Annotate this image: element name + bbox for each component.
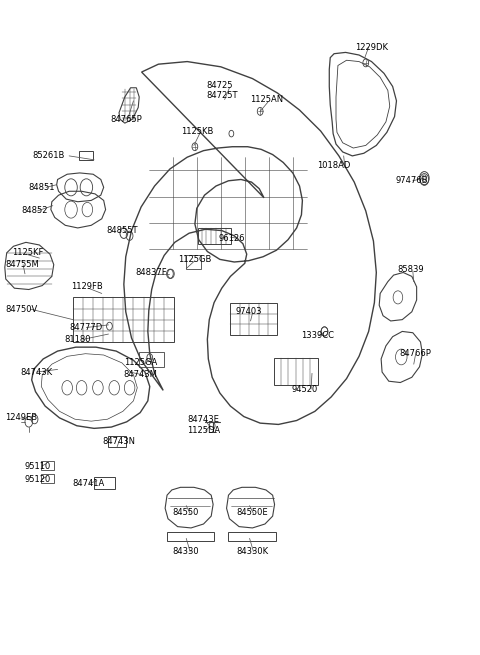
- Text: 94520: 94520: [292, 384, 318, 394]
- Text: 1125KF: 1125KF: [12, 248, 44, 257]
- Text: 84741A: 84741A: [72, 479, 104, 488]
- Text: 97403: 97403: [235, 307, 262, 316]
- Text: 1249EB: 1249EB: [5, 413, 37, 422]
- Text: 1129FB: 1129FB: [71, 282, 103, 291]
- Text: 1125KB: 1125KB: [181, 126, 214, 136]
- Text: 84330K: 84330K: [236, 547, 268, 556]
- Text: 1339CC: 1339CC: [301, 331, 335, 340]
- Text: 95120: 95120: [25, 475, 51, 484]
- Text: 84852: 84852: [21, 206, 48, 215]
- Text: 97476B: 97476B: [396, 176, 428, 185]
- Text: 84755M: 84755M: [6, 260, 39, 269]
- Text: 84743K: 84743K: [20, 367, 52, 377]
- Text: 1018AD: 1018AD: [317, 160, 350, 170]
- Text: 95110: 95110: [25, 462, 51, 471]
- Text: 84851: 84851: [29, 183, 55, 192]
- Text: 1125AN: 1125AN: [250, 95, 283, 104]
- Text: 84855T: 84855T: [107, 226, 138, 235]
- Text: 84550E: 84550E: [236, 508, 268, 517]
- Text: 84743N: 84743N: [103, 437, 136, 446]
- Text: 85839: 85839: [397, 265, 424, 274]
- Text: 84766P: 84766P: [399, 349, 431, 358]
- Text: 1125GB: 1125GB: [178, 255, 211, 264]
- Text: 84330: 84330: [173, 547, 199, 556]
- Text: 84743E: 84743E: [187, 415, 219, 424]
- Text: 81180: 81180: [64, 335, 91, 344]
- Text: 84725T: 84725T: [206, 91, 238, 100]
- Text: 84743M: 84743M: [124, 370, 158, 379]
- Text: 1125DA: 1125DA: [187, 426, 220, 436]
- Text: 85261B: 85261B: [33, 151, 65, 160]
- Text: 96126: 96126: [219, 234, 245, 243]
- Text: 84750V: 84750V: [6, 305, 38, 314]
- Text: 84777D: 84777D: [70, 323, 103, 332]
- Text: 84765P: 84765P: [110, 115, 142, 124]
- Text: 1125GA: 1125GA: [124, 358, 157, 367]
- Text: 84550: 84550: [173, 508, 199, 517]
- Text: 84725: 84725: [206, 81, 233, 90]
- Text: 84837F: 84837F: [135, 268, 167, 277]
- Text: 1229DK: 1229DK: [355, 43, 388, 52]
